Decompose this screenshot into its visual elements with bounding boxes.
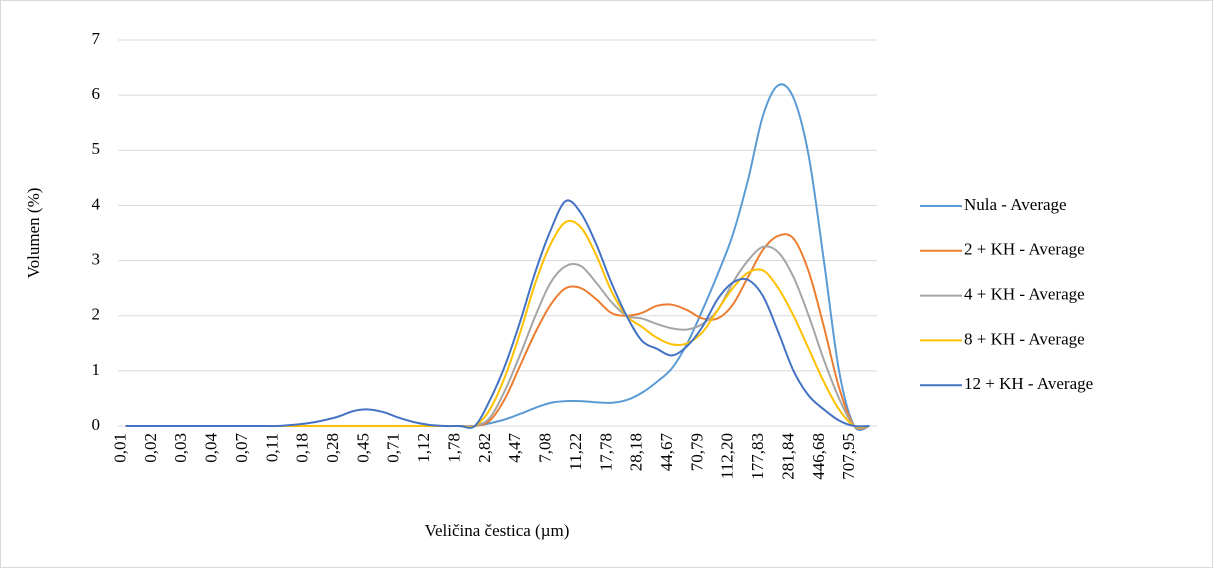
y-tick-label: 0	[92, 415, 101, 434]
legend-label: 4 + KH - Average	[964, 285, 1085, 304]
legend-label: Nula - Average	[964, 195, 1067, 214]
x-tick-label: 17,78	[596, 433, 615, 471]
x-tick-label: 281,84	[778, 433, 797, 480]
x-tick-label: 0,71	[384, 433, 403, 463]
x-tick-label: 0,07	[232, 433, 251, 463]
x-tick-label: 0,18	[293, 433, 312, 463]
x-tick-label: 7,08	[536, 433, 555, 463]
x-tick-label: 70,79	[687, 433, 706, 471]
y-axis-label: Volumen (%)	[24, 188, 43, 279]
series-line	[125, 199, 870, 429]
x-tick-label: 1,12	[414, 433, 433, 463]
legend-label: 12 + KH - Average	[964, 374, 1093, 393]
x-tick-label: 28,18	[627, 433, 646, 471]
x-tick-label: 0,11	[262, 433, 281, 462]
x-tick-label: 1,78	[444, 433, 463, 463]
x-tick-label: 0,01	[110, 433, 129, 463]
y-tick-label: 4	[92, 194, 101, 213]
x-tick-label: 4,47	[505, 433, 524, 463]
y-tick-label: 7	[92, 29, 101, 48]
x-axis-label: Veličina čestica (µm)	[425, 521, 570, 540]
legend-label: 8 + KH - Average	[964, 329, 1085, 348]
x-tick-label: 44,67	[657, 433, 676, 472]
y-tick-label: 6	[92, 84, 101, 103]
x-tick-label: 0,28	[323, 433, 342, 463]
legend-label: 2 + KH - Average	[964, 240, 1085, 259]
x-tick-label: 0,03	[171, 433, 190, 463]
x-tick-label: 11,22	[566, 433, 585, 471]
x-tick-label: 2,82	[475, 433, 494, 463]
x-tick-label: 707,95	[839, 433, 858, 480]
x-tick-label: 0,45	[353, 433, 372, 463]
y-tick-label: 2	[92, 305, 101, 324]
y-tick-label: 3	[92, 249, 101, 268]
x-tick-label: 0,04	[202, 433, 221, 463]
y-tick-label: 5	[92, 139, 101, 158]
x-tick-label: 446,68	[809, 433, 828, 480]
y-tick-label: 1	[92, 360, 101, 379]
x-tick-label: 0,02	[141, 433, 160, 463]
x-tick-label: 112,20	[718, 433, 737, 479]
x-tick-label: 177,83	[748, 433, 767, 480]
